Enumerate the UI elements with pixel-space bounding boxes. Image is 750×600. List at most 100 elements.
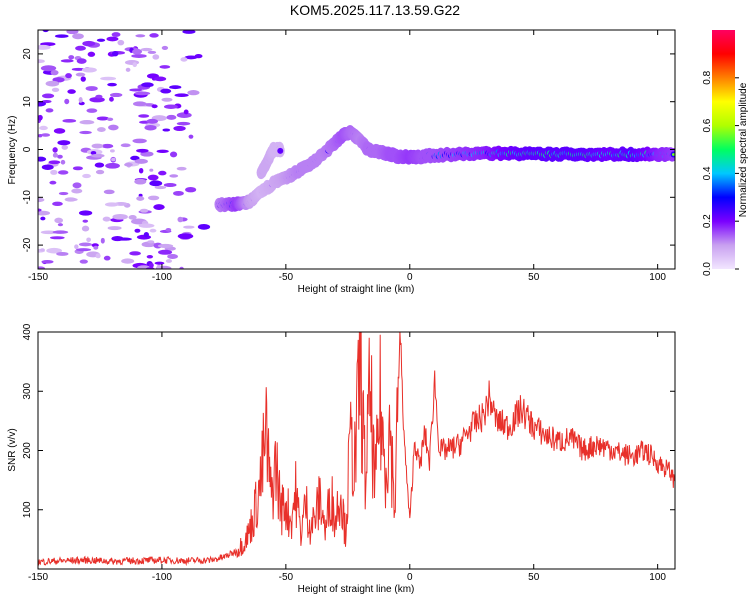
noise-blob (161, 45, 169, 50)
noise-blob (185, 186, 197, 193)
noise-blob (81, 67, 97, 73)
noise-blob (108, 124, 119, 131)
noise-blob (183, 225, 195, 229)
snr-y-ticks: 100 200 300 400 (22, 323, 675, 518)
noise-blob (174, 93, 189, 98)
noise-blob (48, 160, 61, 165)
noise-blob (46, 247, 63, 254)
snr-panel: -150 -100 -50 0 50 100 100 200 300 400 Height of… (7, 323, 676, 595)
spectrogram-noise-field (38, 30, 211, 269)
noise-blob (149, 228, 157, 233)
noise-blob (61, 145, 69, 150)
noise-blob (167, 254, 179, 259)
noise-blob (41, 259, 54, 264)
spectrogram-x-tick-label: -150 (28, 272, 48, 283)
noise-blob (96, 116, 109, 121)
noise-blob (78, 242, 93, 247)
noise-blob (139, 208, 149, 213)
noise-blob (68, 55, 75, 60)
noise-blob (147, 240, 155, 244)
noise-blob (180, 57, 188, 62)
noise-blob (40, 133, 51, 137)
noise-blob (125, 67, 131, 72)
noise-blob (147, 195, 160, 201)
noise-blob (52, 201, 63, 207)
noise-blob (71, 67, 86, 71)
noise-blob (95, 253, 101, 259)
noise-blob (169, 174, 179, 178)
noise-blob (140, 47, 153, 52)
spectrogram-x-axis-label: Height of straight line (km) (298, 284, 415, 295)
noise-blob (64, 98, 70, 105)
noise-blob (38, 210, 51, 216)
spectrogram-ridge (214, 125, 675, 213)
noise-blob (41, 93, 55, 99)
noise-blob (124, 162, 133, 167)
noise-blob (52, 152, 58, 158)
noise-blob (132, 48, 143, 55)
noise-blob (107, 82, 117, 87)
noise-blob (79, 259, 88, 264)
snr-x-tick-label: -100 (152, 572, 172, 583)
noise-blob (38, 114, 43, 121)
noise-blob (173, 190, 184, 196)
noise-blob (42, 30, 49, 33)
noise-blob (154, 261, 165, 265)
noise-blob (156, 149, 169, 154)
noise-blob (158, 170, 167, 176)
noise-blob (78, 96, 83, 103)
noise-blob (159, 65, 171, 69)
noise-blob (90, 150, 97, 155)
noise-blob (149, 168, 154, 172)
noise-blob (184, 55, 198, 60)
noise-blob (38, 266, 46, 269)
noise-blob (147, 50, 157, 54)
noise-blob (72, 182, 82, 189)
noise-blob (109, 92, 123, 98)
noise-blob (148, 262, 154, 268)
snr-x-tick-label: -150 (28, 572, 48, 583)
spectrogram-y-tick-label: -20 (22, 237, 33, 252)
noise-blob (134, 228, 141, 233)
snr-x-tick-label: -50 (279, 572, 294, 583)
noise-blob (158, 249, 173, 255)
noise-blob (138, 223, 155, 228)
noise-blob (56, 251, 69, 256)
noise-blob (132, 138, 147, 144)
noise-blob (146, 118, 159, 124)
noise-blob (182, 30, 196, 34)
spectrogram-y-tick-label: 20 (22, 48, 33, 60)
noise-blob (152, 54, 160, 60)
noise-blob (79, 130, 92, 135)
noise-blob (93, 245, 99, 250)
noise-blob (96, 38, 106, 42)
noise-blob (41, 164, 54, 170)
noise-blob (57, 154, 63, 159)
snr-y-axis-label: SNR (v/v) (7, 428, 18, 471)
colorbar: 0.0 0.2 0.4 0.6 0.8 Normalized spectral ampl… (702, 30, 749, 276)
noise-blob (89, 97, 105, 103)
spectrogram-x-tick-label: -50 (279, 272, 294, 283)
noise-blob (138, 114, 150, 118)
snr-x-axis-label: Height of straight line (km) (298, 584, 415, 595)
noise-blob (117, 39, 125, 46)
noise-blob (134, 158, 148, 164)
noise-blob (156, 264, 162, 269)
noise-blob (157, 243, 174, 248)
noise-blob (79, 120, 95, 125)
snr-x-tick-label: 100 (649, 572, 666, 583)
noise-blob (40, 216, 46, 221)
noise-blob (111, 50, 119, 57)
noise-blob (141, 82, 154, 88)
noise-blob (128, 215, 137, 220)
noise-blob (82, 173, 91, 179)
noise-blob (105, 162, 120, 169)
noise-blob (40, 65, 57, 72)
spectrogram-x-tick-label: 50 (528, 272, 540, 283)
noise-blob (52, 147, 58, 153)
noise-blob (52, 230, 69, 234)
noise-blob (146, 255, 154, 259)
noise-blob (163, 183, 177, 188)
colorbar-tick-label: 0.2 (702, 214, 713, 228)
noise-blob (66, 30, 79, 35)
